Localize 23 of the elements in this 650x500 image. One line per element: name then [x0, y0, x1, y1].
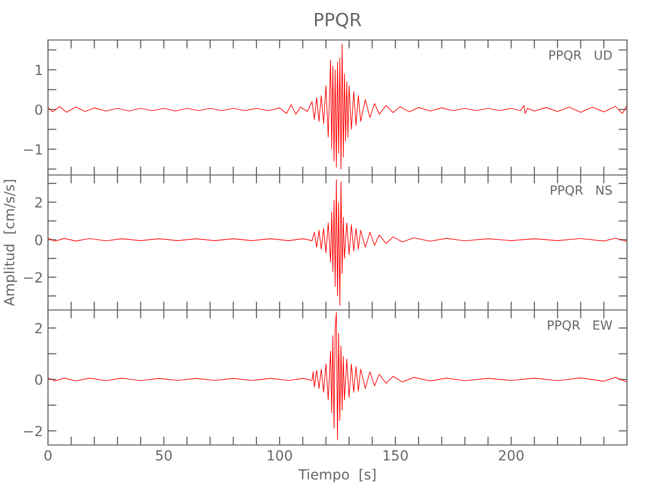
- y-tick-label: 2: [35, 322, 42, 334]
- annotation: PPQR NS: [550, 185, 612, 196]
- y-tick-label: −1: [24, 144, 42, 154]
- x-tick-label: 100: [268, 450, 292, 461]
- y-tick-label: 0: [35, 234, 42, 246]
- annotation: PPQR UD: [549, 50, 612, 62]
- y-axis-title: Amplitud [cm/s/s]: [4, 180, 18, 306]
- x-tick-label: 0: [44, 450, 52, 461]
- y-tick-label: 1: [36, 64, 42, 76]
- line-series: [48, 312, 627, 440]
- y-tick-label: −2: [24, 426, 42, 436]
- y-tick-label: 0: [35, 104, 42, 115]
- x-tick-label: 150: [384, 450, 408, 461]
- annotation: PPQR EW: [548, 320, 612, 332]
- x-tick-label: 50: [156, 450, 172, 461]
- y-tick-label: −2: [24, 272, 42, 282]
- chart-title: PPQR: [315, 12, 362, 28]
- line-series: [48, 179, 627, 306]
- x-axis-title: Tiempo [s]: [298, 468, 376, 482]
- x-tick-label: 200: [498, 450, 524, 461]
- line-series: [48, 44, 627, 170]
- y-tick-label: 2: [35, 197, 42, 208]
- y-tick-label: 0: [35, 374, 42, 385]
